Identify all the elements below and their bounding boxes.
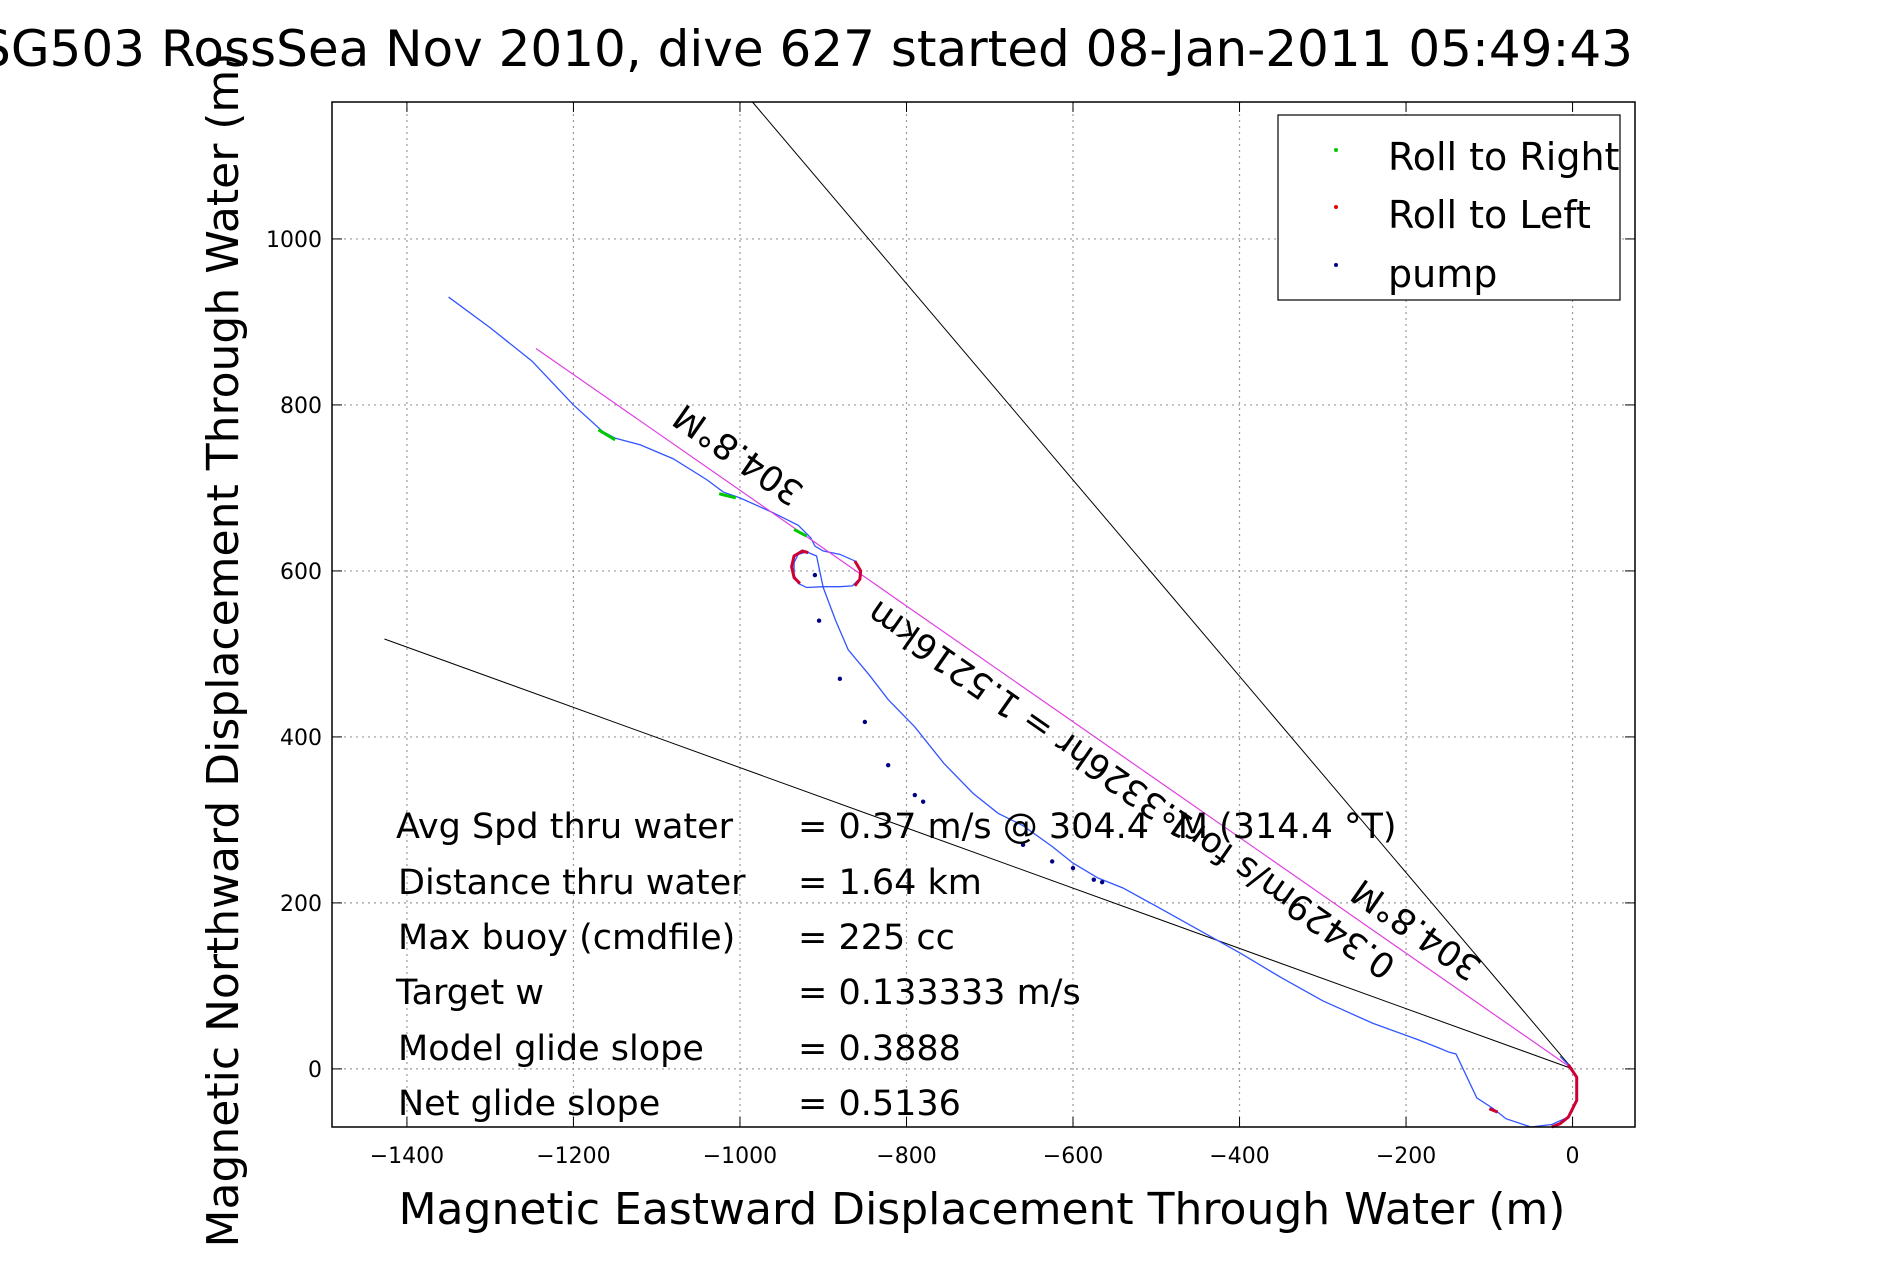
pump-point [1091,877,1097,882]
legend: Roll to Right Roll to Left pump [1277,114,1621,301]
roll-right-segment [718,492,737,500]
pump-point [812,572,818,578]
legend-marker-roll-right [1334,148,1338,152]
x-tick-label: −200 [1376,1144,1436,1169]
pump-point [1049,859,1055,864]
stats-block: Avg Spd thru water = 0.37 m/s @ 304.4 °M … [395,807,1397,1124]
pump-point [816,618,822,623]
y-tick-label: 1000 [266,228,322,253]
x-tick-label: −1000 [703,1144,777,1169]
pump-point [1020,842,1026,848]
stat-value: = 0.133333 m/s [798,973,1081,1013]
x-tick-label: 0 [1566,1144,1580,1169]
stat-label: Target w [395,973,544,1013]
x-tick-label: −1400 [370,1144,444,1169]
plot-frame [331,101,1636,1128]
roll-left-segment [790,549,809,585]
grid-lines [332,102,1635,1127]
y-tick-label: 600 [280,560,322,585]
bound-line [752,101,1573,1070]
y-axis-label: Magnetic Northward Displacement Through … [198,53,249,1248]
pump-point [1099,879,1105,885]
pump-point [885,762,891,768]
legend-marker-roll-left [1334,205,1338,209]
roll-left-segment [853,560,863,587]
x-tick-labels: −1400 −1200 −1000 −800 −600 −400 −200 0 [370,102,1580,1169]
chart-title: SG503 RossSea Nov 2010, dive 627 started… [0,20,1633,78]
roll-left-segment [1488,1107,1499,1114]
pump-point [862,719,868,725]
stat-value: = 1.64 km [798,863,982,903]
y-tick-labels: 0 200 400 600 800 1000 [266,228,1635,1083]
x-tick-label: −600 [1043,1144,1103,1169]
pump-point [920,799,926,804]
y-tick-label: 200 [280,892,322,917]
stat-label: Model glide slope [398,1029,704,1069]
legend-label-roll-right: Roll to Right [1388,135,1619,179]
stat-value: = 0.3888 [798,1029,961,1069]
stat-label: Net glide slope [398,1084,660,1124]
roll-right-segment [597,428,616,442]
y-tick-label: 800 [280,394,322,419]
heading-line [535,348,1573,1070]
pump-point [837,676,843,682]
y-tick-label: 0 [308,1058,322,1083]
roll-right-segment [793,528,808,538]
marker-group [597,428,1579,1129]
y-tick-label: 400 [280,726,322,751]
x-tick-label: −400 [1209,1144,1269,1169]
track-line [448,296,1578,1128]
stat-value: = 225 cc [798,918,955,958]
heading-annotations: 304.8°M 0.3429m/s for1.3326hr = 1.5216km… [667,395,1489,987]
legend-label-roll-left: Roll to Left [1388,193,1591,237]
pump-point [912,792,918,798]
stat-label: Distance thru water [398,863,746,903]
bounds-lines [384,101,1573,1070]
stat-value: = 0.5136 [798,1084,961,1124]
x-tick-label: −800 [876,1144,936,1169]
x-axis-label: Magnetic Eastward Displacement Through W… [399,1184,1566,1235]
stat-value: = 0.37 m/s @ 304.4 °M (314.4 °T) [798,807,1397,847]
legend-label-pump: pump [1388,252,1497,296]
pump-point [1070,865,1076,871]
x-tick-label: −1200 [536,1144,610,1169]
series-group [448,296,1578,1128]
roll-left-segment [1551,1063,1579,1129]
stat-label: Max buoy (cmdfile) [398,918,735,958]
stat-label: Avg Spd thru water [396,807,734,847]
legend-marker-pump [1334,263,1338,267]
bound-line [384,638,1573,1070]
